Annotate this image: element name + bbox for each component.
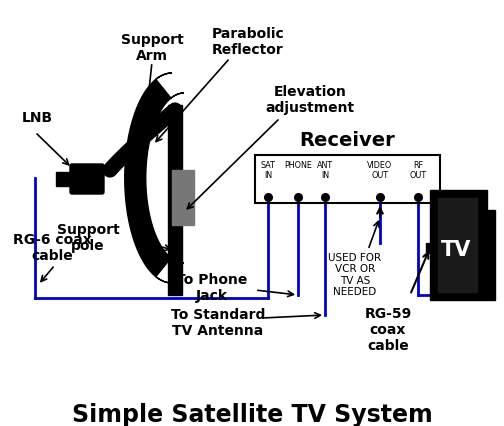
Polygon shape (430, 190, 495, 300)
Text: Support
Arm: Support Arm (120, 33, 183, 63)
Text: Parabolic
Reflector: Parabolic Reflector (212, 27, 284, 57)
Text: SAT
IN: SAT IN (261, 161, 276, 180)
Text: VIDEO
OUT: VIDEO OUT (367, 161, 393, 180)
Text: To Standard
TV Antenna: To Standard TV Antenna (171, 308, 265, 338)
Text: RG-6 coax
cable: RG-6 coax cable (13, 233, 91, 263)
Text: TV: TV (442, 240, 472, 260)
Text: To Phone
Jack: To Phone Jack (176, 273, 247, 303)
Text: USED FOR
VCR OR
TV AS
NEEDED: USED FOR VCR OR TV AS NEEDED (329, 253, 382, 297)
Text: RG-59
coax
cable: RG-59 coax cable (364, 307, 412, 353)
Text: ANT
IN: ANT IN (317, 161, 333, 180)
FancyBboxPatch shape (70, 164, 104, 194)
Text: Elevation
adjustment: Elevation adjustment (266, 85, 354, 115)
Text: Simple Satellite TV System: Simple Satellite TV System (72, 403, 432, 426)
Bar (168, 105, 182, 295)
Text: RF
OUT: RF OUT (409, 161, 426, 180)
Bar (438, 198, 477, 292)
Text: Receiver: Receiver (299, 132, 395, 150)
Bar (426, 243, 432, 253)
Bar (255, 155, 440, 203)
Text: LNB: LNB (22, 111, 53, 125)
Text: Support
pole: Support pole (56, 223, 119, 253)
Bar (172, 170, 194, 225)
Bar (56, 172, 74, 186)
Polygon shape (125, 73, 184, 283)
Text: PHONE: PHONE (284, 161, 312, 170)
